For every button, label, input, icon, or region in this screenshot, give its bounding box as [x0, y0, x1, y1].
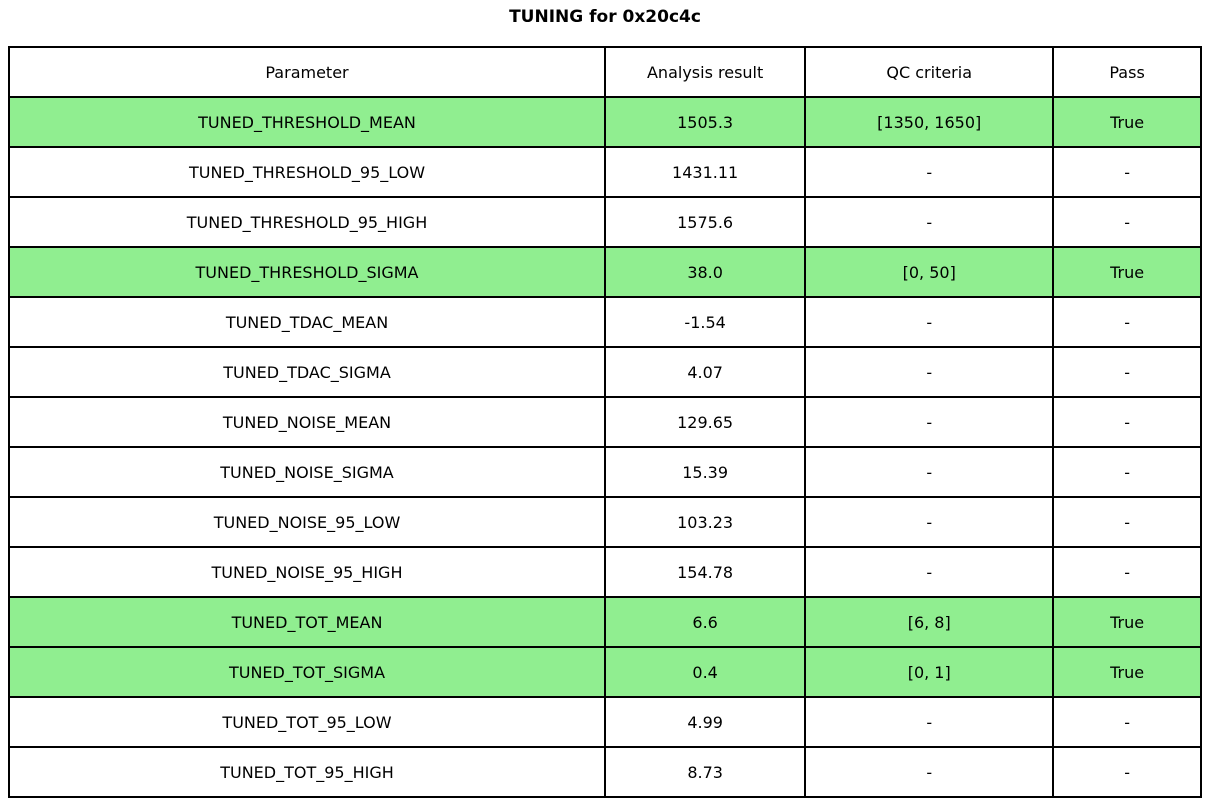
cell-pass: - [1052, 196, 1202, 248]
cell-parameter: TUNED_THRESHOLD_MEAN [8, 96, 606, 148]
cell-pass: True [1052, 246, 1202, 298]
table-row: TUNED_TDAC_SIGMA 4.07- - [8, 346, 1202, 398]
table-row: TUNED_NOISE_95_HIGH 154.78- - [8, 546, 1202, 598]
column-header-parameter: Parameter [8, 46, 606, 98]
table-row: TUNED_THRESHOLD_SIGMA 38.0 [0, 50] True [8, 246, 1202, 298]
cell-pass: - [1052, 546, 1202, 598]
cell-parameter: TUNED_NOISE_MEAN [8, 396, 606, 448]
cell-parameter: TUNED_NOISE_SIGMA [8, 446, 606, 498]
cell-qc-criteria: - [804, 746, 1055, 798]
cell-analysis-result: 4.07 [603, 346, 807, 398]
table-row: TUNED_THRESHOLD_95_HIGH 1575.6- - [8, 196, 1202, 248]
cell-qc-criteria: - [804, 446, 1055, 498]
column-header-analysis-result: Analysis result [603, 46, 807, 98]
cell-pass: True [1052, 596, 1202, 648]
cell-parameter: TUNED_THRESHOLD_95_HIGH [8, 196, 606, 248]
cell-qc-criteria: [6, 8] [804, 596, 1055, 648]
cell-parameter: TUNED_TOT_95_HIGH [8, 746, 606, 798]
cell-qc-criteria: - [804, 146, 1055, 198]
cell-pass: - [1052, 496, 1202, 548]
cell-qc-criteria: - [804, 496, 1055, 548]
cell-qc-criteria: - [804, 546, 1055, 598]
cell-qc-criteria: [1350, 1650] [804, 96, 1055, 148]
cell-analysis-result: -1.54 [603, 296, 807, 348]
cell-analysis-result: 4.99 [603, 696, 807, 748]
cell-analysis-result: 38.0 [603, 246, 807, 298]
cell-parameter: TUNED_TOT_MEAN [8, 596, 606, 648]
table-row: TUNED_TDAC_MEAN -1.54- - [8, 296, 1202, 348]
cell-analysis-result: 8.73 [603, 746, 807, 798]
table-row: TUNED_NOISE_MEAN 129.65- - [8, 396, 1202, 448]
cell-parameter: TUNED_TDAC_MEAN [8, 296, 606, 348]
header-row: Parameter Analysis result QC criteria Pass [8, 46, 1202, 98]
cell-parameter: TUNED_THRESHOLD_SIGMA [8, 246, 606, 298]
cell-analysis-result: 0.4 [603, 646, 807, 698]
cell-parameter: TUNED_TOT_SIGMA [8, 646, 606, 698]
cell-qc-criteria: [0, 1] [804, 646, 1055, 698]
cell-parameter: TUNED_TDAC_SIGMA [8, 346, 606, 398]
cell-parameter: TUNED_THRESHOLD_95_LOW [8, 146, 606, 198]
column-header-pass: Pass [1052, 46, 1202, 98]
cell-pass: - [1052, 296, 1202, 348]
table-row: TUNED_THRESHOLD_95_LOW 1431.11- - [8, 146, 1202, 198]
cell-pass: - [1052, 446, 1202, 498]
cell-parameter: TUNED_TOT_95_LOW [8, 696, 606, 748]
cell-analysis-result: 103.23 [603, 496, 807, 548]
cell-analysis-result: 6.6 [603, 596, 807, 648]
cell-qc-criteria: - [804, 696, 1055, 748]
table-row: TUNED_NOISE_SIGMA 15.39- - [8, 446, 1202, 498]
cell-analysis-result: 15.39 [603, 446, 807, 498]
cell-qc-criteria: - [804, 196, 1055, 248]
column-header-qc-criteria: QC criteria [804, 46, 1055, 98]
cell-qc-criteria: - [804, 296, 1055, 348]
cell-analysis-result: 1505.3 [603, 96, 807, 148]
table-row: TUNED_TOT_SIGMA 0.4 [0, 1] True [8, 646, 1202, 698]
table-body: TUNED_THRESHOLD_MEAN 1505.3 [1350, 1650] Tr… [8, 96, 1202, 798]
table-row: TUNED_NOISE_95_LOW 103.23- - [8, 496, 1202, 548]
table-row: TUNED_TOT_95_HIGH 8.73- - [8, 746, 1202, 798]
cell-pass: - [1052, 146, 1202, 198]
cell-analysis-result: 1431.11 [603, 146, 807, 198]
cell-parameter: TUNED_NOISE_95_LOW [8, 496, 606, 548]
tuning-qc-table: Parameter Analysis result QC criteria Pass … [8, 46, 1202, 798]
cell-qc-criteria: [0, 50] [804, 246, 1055, 298]
table-row: TUNED_TOT_MEAN 6.6 [6, 8] True [8, 596, 1202, 648]
cell-pass: - [1052, 696, 1202, 748]
table-row: TUNED_TOT_95_LOW 4.99- - [8, 696, 1202, 748]
cell-pass: True [1052, 96, 1202, 148]
cell-analysis-result: 1575.6 [603, 196, 807, 248]
table-row: TUNED_THRESHOLD_MEAN 1505.3 [1350, 1650] Tr… [8, 96, 1202, 148]
cell-analysis-result: 154.78 [603, 546, 807, 598]
cell-pass: - [1052, 746, 1202, 798]
cell-pass: - [1052, 396, 1202, 448]
cell-parameter: TUNED_NOISE_95_HIGH [8, 546, 606, 598]
cell-pass: - [1052, 346, 1202, 398]
cell-qc-criteria: - [804, 396, 1055, 448]
cell-qc-criteria: - [804, 346, 1055, 398]
cell-pass: True [1052, 646, 1202, 698]
cell-analysis-result: 129.65 [603, 396, 807, 448]
figure-title: TUNING for 0x20c4c [509, 7, 701, 27]
